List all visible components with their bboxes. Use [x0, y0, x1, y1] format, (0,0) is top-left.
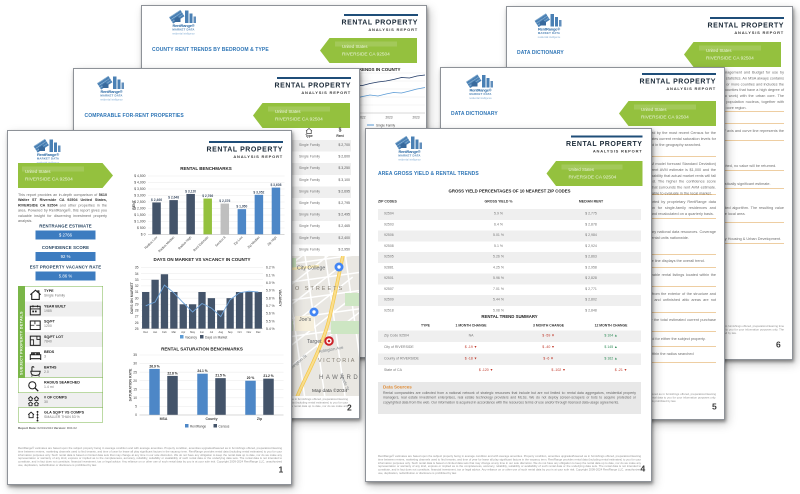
svg-text:Map data ©2034: Map data ©2034 — [312, 387, 348, 394]
svg-text:Jun: Jun — [200, 330, 205, 334]
svg-text:32: 32 — [135, 284, 139, 288]
svg-text:29: 29 — [135, 302, 139, 306]
svg-text:35: 35 — [135, 266, 139, 270]
svg-text:2023: 2023 — [412, 116, 419, 120]
svg-text:$ 2,466: $ 2,466 — [151, 198, 162, 202]
svg-text:25: 25 — [135, 327, 139, 331]
svg-text:15: 15 — [133, 387, 137, 391]
svg-text:City College: City College — [297, 266, 325, 272]
svg-text:$ 1,000: $ 1,000 — [134, 220, 145, 224]
svg-text:$ 3,052: $ 3,052 — [253, 190, 264, 194]
svg-text:Radius Low: Radius Low — [144, 235, 159, 250]
svg-text:26: 26 — [135, 321, 139, 325]
svg-text:Days on Market: Days on Market — [205, 335, 227, 339]
svg-text:5: 5 — [135, 405, 137, 409]
svg-text:28: 28 — [135, 309, 139, 313]
svg-text:$ 2,766: $ 2,766 — [202, 194, 213, 198]
svg-text:$ 3,000: $ 3,000 — [134, 194, 145, 198]
svg-text:Vacancy: Vacancy — [185, 335, 197, 339]
svg-text:$ 4,000: $ 4,000 — [134, 181, 145, 185]
svg-text:Nov: Nov — [247, 330, 252, 334]
svg-text:$ 0: $ 0 — [141, 233, 146, 237]
svg-text:0: 0 — [135, 413, 137, 417]
svg-text:Radius Median: Radius Median — [157, 235, 175, 253]
svg-text:Maude St: Maude St — [339, 373, 351, 392]
svg-text:$ 500: $ 500 — [137, 226, 146, 230]
svg-text:Zip Median: Zip Median — [247, 235, 261, 249]
svg-text:22.8 %: 22.8 % — [167, 371, 177, 375]
svg-text:5.5 %: 5.5 % — [266, 319, 275, 323]
svg-text:5.6 %: 5.6 % — [266, 312, 275, 316]
svg-text:$ 2,000: $ 2,000 — [134, 207, 145, 211]
svg-text:10: 10 — [133, 396, 137, 400]
svg-text:Target: Target — [307, 339, 322, 345]
svg-text:VICTORIA: VICTORIA — [318, 358, 356, 364]
svg-text:County: County — [205, 417, 217, 421]
svg-text:$ 3,500: $ 3,500 — [134, 187, 145, 191]
svg-text:Zip: Zip — [257, 417, 262, 421]
svg-text:$ 3,608: $ 3,608 — [270, 183, 281, 187]
svg-text:Rent Estimate: Rent Estimate — [192, 235, 209, 252]
svg-text:HAWARDE: HAWARDE — [319, 375, 360, 381]
svg-text:Zip Low: Zip Low — [233, 235, 244, 246]
svg-text:35: 35 — [133, 353, 137, 357]
svg-text:26.9 %: 26.9 % — [149, 364, 159, 368]
svg-text:Joe's: Joe's — [299, 317, 311, 323]
svg-text:$ 2,500: $ 2,500 — [134, 200, 145, 204]
svg-text:Sep: Sep — [228, 330, 233, 334]
svg-text:25: 25 — [133, 370, 137, 374]
svg-text:Zip High: Zip High — [266, 235, 277, 246]
svg-text:Dec: Dec — [143, 330, 148, 334]
svg-text:$ 1,950: $ 1,950 — [236, 205, 247, 209]
svg-text:$ 2,648: $ 2,648 — [168, 196, 179, 200]
svg-text:Feb: Feb — [162, 330, 167, 334]
svg-text:Radius High: Radius High — [177, 235, 192, 250]
svg-text:Jul: Jul — [210, 330, 214, 334]
svg-text:6.1 %: 6.1 % — [266, 273, 275, 277]
svg-text:27: 27 — [135, 315, 139, 319]
svg-text:20 %: 20 % — [247, 376, 255, 380]
svg-text:RentRange: RentRange — [190, 424, 206, 428]
svg-text:Section 8: Section 8 — [214, 235, 226, 247]
svg-text:6.2 %: 6.2 % — [266, 266, 275, 270]
svg-text:Arlington Ave: Arlington Ave — [318, 345, 344, 354]
svg-text:2023: 2023 — [385, 116, 392, 120]
svg-text:Census: Census — [219, 424, 230, 428]
svg-text:Dec: Dec — [256, 330, 261, 334]
svg-text:30: 30 — [135, 296, 139, 300]
svg-text:5.7 %: 5.7 % — [266, 304, 275, 308]
svg-text:Apr: Apr — [181, 330, 185, 334]
svg-text:Oct: Oct — [238, 330, 242, 334]
svg-text:Jan: Jan — [153, 330, 158, 334]
svg-text:$ 1,500: $ 1,500 — [134, 213, 145, 217]
svg-text:Aug: Aug — [218, 330, 223, 334]
svg-text:24.1 %: 24.1 % — [197, 369, 207, 373]
svg-text:Mar: Mar — [172, 330, 177, 334]
svg-text:5.9 %: 5.9 % — [266, 289, 275, 293]
svg-text:DAYS ON MARKET: DAYS ON MARKET — [130, 281, 134, 313]
svg-text:RENT: RENT — [132, 199, 136, 209]
svg-text:VACANCY: VACANCY — [278, 289, 282, 307]
svg-text:$ 4,500: $ 4,500 — [134, 174, 145, 178]
svg-text:May: May — [190, 330, 196, 334]
svg-text:21.5 %: 21.5 % — [215, 374, 225, 378]
svg-text:MSA: MSA — [160, 417, 168, 421]
svg-text:33: 33 — [135, 278, 139, 282]
svg-text:30: 30 — [133, 362, 137, 366]
svg-text:SATURATION RATE: SATURATION RATE — [129, 368, 133, 401]
svg-text:31: 31 — [135, 290, 139, 294]
svg-text:20: 20 — [133, 379, 137, 383]
svg-text:Single Family: Single Family — [376, 124, 396, 128]
svg-text:$ 2,376: $ 2,376 — [219, 199, 230, 203]
svg-text:O STREETS: O STREETS — [295, 286, 344, 292]
svg-text:5.4 %: 5.4 % — [266, 327, 275, 331]
svg-text:6.0 %: 6.0 % — [266, 281, 275, 285]
svg-text:34: 34 — [135, 272, 139, 276]
svg-text:$ 3,120: $ 3,120 — [185, 189, 196, 193]
svg-text:2022: 2022 — [358, 116, 365, 120]
svg-text:5.8 %: 5.8 % — [266, 296, 275, 300]
svg-text:21.2 %: 21.2 % — [263, 374, 273, 378]
